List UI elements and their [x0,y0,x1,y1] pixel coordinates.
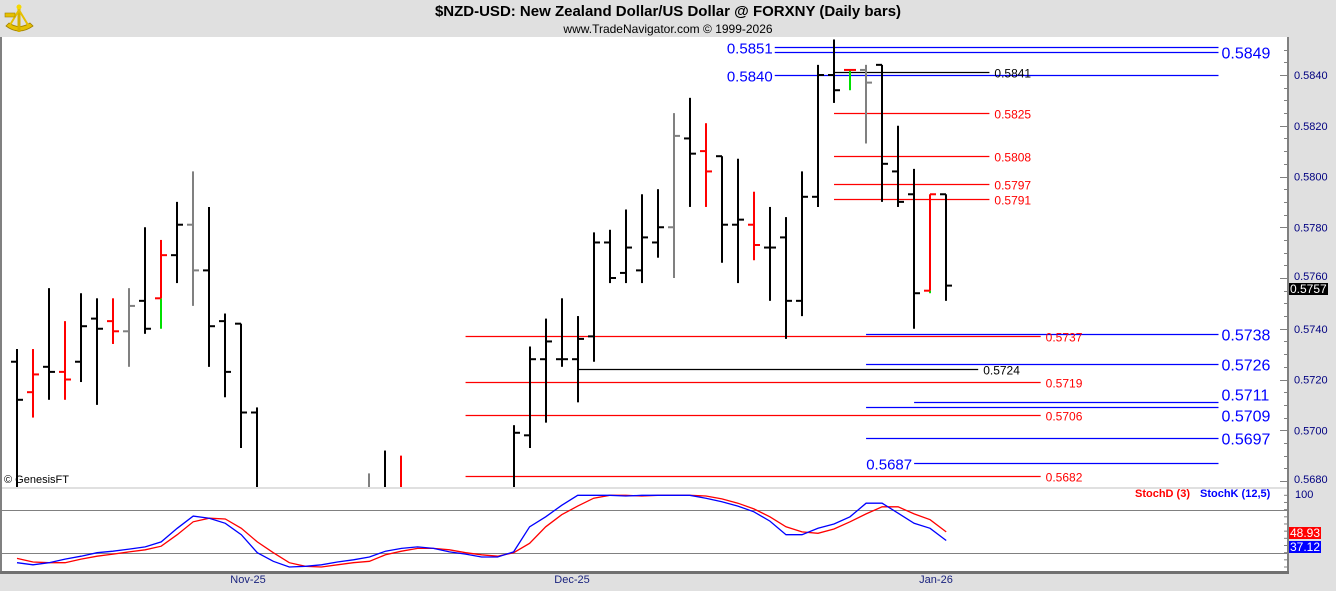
ohlc-bar [43,288,55,400]
date-label-jan: Jan-26 [919,574,953,586]
ohlc-bar [748,191,760,261]
ohlc-bar [588,232,600,362]
ohlc-bar [251,407,258,487]
date-label-nov: Nov-25 [230,574,266,586]
level-label-inline: 0.5737 [1046,331,1083,345]
ohlc-bar [59,321,71,400]
price-tick-label: 0.5700 [1294,425,1328,437]
ohlc-bar [860,64,872,144]
ohlc-bar [187,171,199,306]
ohlc-bar [940,193,952,301]
level-label-right: 0.5738 [1222,328,1271,345]
last-price-box: 0.5757 [1289,282,1328,296]
ohlc-bar [780,217,792,339]
price-tick-label: 0.5820 [1294,121,1328,133]
chart-title: $NZD-USD: New Zealand Dollar/US Dollar @… [434,3,902,20]
level-label-right: 0.5849 [1222,46,1271,63]
level-label-left: 0.5687 [866,457,912,474]
stochk-line [16,494,947,568]
ohlc-bar [828,39,840,103]
chart-subtitle: www.TradeNavigator.com © 1999-2026 [563,22,773,36]
level-label-right: 0.5709 [1222,409,1271,426]
ohlc-bar [652,189,664,258]
watermark: © GenesisFT [4,474,69,486]
ohlc-bar [908,168,920,329]
ohlc-bar [235,322,247,449]
ohlc-bar [844,68,856,91]
level-label-right: 0.5711 [1222,388,1270,405]
ohlc-bar [732,158,744,284]
ohlc-bar [668,113,680,278]
legend-stochd: StochD (3) [1135,488,1190,500]
ohlc-bar [892,125,904,207]
ohlc-bar [171,201,183,284]
level-label-inline: 0.5791 [994,194,1031,208]
ohlc-bar [123,288,135,367]
sextant-logo-icon [4,4,34,32]
level-label-inline: 0.5797 [994,179,1031,193]
ohlc-bar [524,346,536,449]
ohlc-bar [107,298,119,344]
ohlc-bar [513,425,520,487]
level-label-inline: 0.5825 [994,108,1031,122]
ohlc-bar [27,349,39,418]
ohlc-bar [11,349,23,487]
ohlc-bar [155,239,167,329]
price-panel [0,37,1288,487]
level-label-inline: 0.5724 [983,364,1020,378]
stochd-value-box: 48.93 [1289,526,1322,540]
price-tick-label: 0.5800 [1294,172,1328,184]
level-label-inline: 0.5841 [994,67,1031,81]
stoch-axis-100: 100 [1295,489,1314,501]
ohlc-bar [139,227,151,334]
ohlc-bar [219,313,231,398]
legend-stochk: StochK (12,5) [1200,488,1271,500]
ohlc-bar [764,206,776,301]
price-tick-label: 0.5720 [1294,375,1328,387]
level-label-right: 0.5697 [1222,432,1271,449]
ohlc-bar [716,155,728,263]
ohlc-bar [812,64,824,207]
ohlc-bar [700,123,712,207]
date-label-dec: Dec-25 [554,574,590,586]
ohlc-bar [636,194,648,284]
ohlc-bar [876,63,888,202]
ohlc-bar [203,206,215,367]
price-tick-label: 0.5780 [1294,222,1328,234]
level-label-inline: 0.5808 [994,151,1031,165]
price-tick-label: 0.5740 [1294,324,1328,336]
ohlc-bar [924,193,936,294]
ohlc-bar [91,298,103,405]
level-label-inline: 0.5706 [1046,410,1083,424]
level-label-inline: 0.5719 [1046,377,1083,391]
level-label-left: 0.5851 [727,41,773,58]
ohlc-bar [604,229,616,284]
stochd-line [16,494,947,568]
stochk-value-box: 37.12 [1289,540,1322,554]
ohlc-bar [684,97,696,207]
price-tick-label: 0.5840 [1294,70,1328,82]
ohlc-bar [572,316,584,403]
ohlc-bar [796,171,808,317]
ohlc-bar [75,293,87,383]
level-label-right: 0.5726 [1222,358,1271,375]
stoch-panel [0,489,1288,572]
ohlc-bar [556,298,568,367]
ohlc-bar [620,209,632,284]
ohlc-bar [540,318,552,423]
price-tick-label: 0.5680 [1294,474,1328,486]
level-label-inline: 0.5682 [1046,471,1083,485]
price-tick-label: 0.5760 [1294,271,1328,283]
level-label-left: 0.5840 [727,69,773,86]
